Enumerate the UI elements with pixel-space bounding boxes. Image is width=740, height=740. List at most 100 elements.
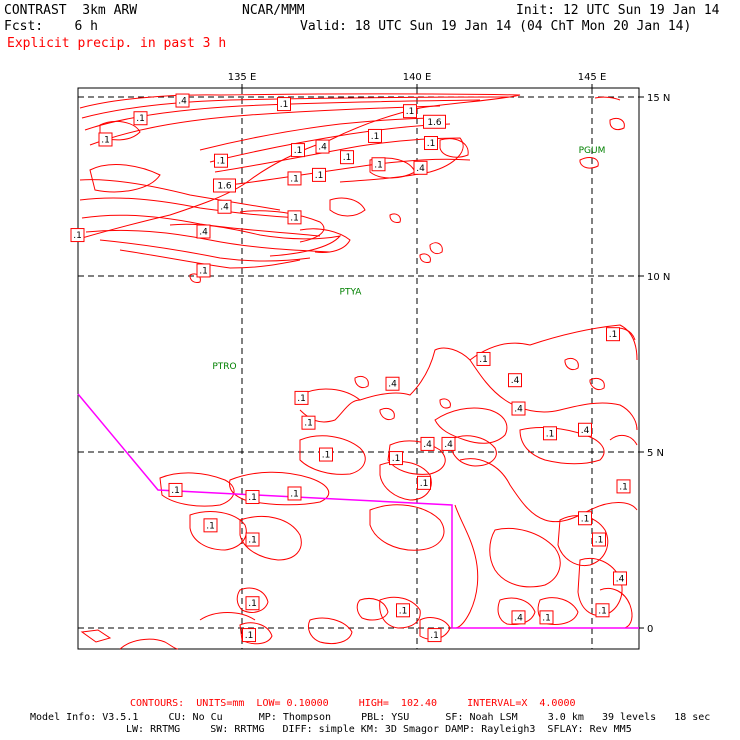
contour-label-box — [133, 111, 148, 126]
contour-label: .1 — [616, 479, 631, 494]
contours-info: CONTOURS: UNITS=mm LOW= 0.10000 HIGH= 10… — [130, 698, 576, 709]
contour-label-value: .1 — [315, 171, 324, 181]
contour-label: .1 — [242, 628, 256, 643]
contour-label-box — [312, 167, 326, 182]
contour-label: .4 — [315, 139, 330, 154]
contour-label-box — [385, 376, 400, 391]
contour-label-value: .1 — [245, 631, 254, 641]
contour-labels-layer: .4 .1 .1 .1 1.6 .1 .1 .1 .4 .1 .1 .1 .4 .1 .1 .1 1.6 .4 .1… — [70, 93, 631, 643]
contour-label-value: .1 — [427, 139, 436, 149]
station-label: PTRO — [212, 362, 236, 372]
org-label: NCAR/MMM — [242, 3, 305, 18]
contour-label: .1 — [606, 327, 620, 342]
station-label: PTYA — [340, 288, 363, 298]
contour-label-value: .1 — [199, 266, 208, 276]
contour-label-box — [396, 603, 410, 618]
contour-label-value: .1 — [297, 394, 306, 404]
contour-label-box — [217, 199, 232, 214]
contour-label-box — [543, 426, 557, 441]
contour-label: .1 — [543, 426, 557, 441]
model-title: CONTRAST 3km ARW — [4, 3, 138, 18]
contour-label-value: .1 — [280, 100, 289, 110]
contour-label-box — [371, 157, 386, 172]
contour-label-box — [196, 263, 211, 278]
contour-label-box — [340, 150, 354, 165]
contour-label-box — [301, 415, 316, 430]
contour-label-value: .4 — [616, 574, 625, 584]
contour-label-box — [214, 153, 228, 168]
contour-label-box — [511, 401, 526, 416]
contour-label-value: .1 — [598, 606, 607, 616]
contour-label: .4 — [508, 373, 522, 388]
contour-label: .1 — [368, 128, 382, 143]
contour-label: .1 — [389, 451, 403, 466]
contour-label-box — [417, 475, 431, 490]
contour-label-box — [420, 436, 435, 451]
contour-label-value: .1 — [206, 521, 215, 531]
station-ptro: PTRO — [212, 362, 236, 372]
contour-label-box — [476, 351, 491, 366]
contour-label: 1.6 — [423, 114, 446, 129]
lat-label-5n: 5 N — [647, 448, 664, 459]
contour-label: .1 — [203, 518, 218, 533]
contour-label-box — [424, 136, 438, 151]
contour-label: .4 — [511, 610, 526, 625]
lon-label-140e: 140 E — [403, 72, 432, 83]
contour-label-value: .4 — [416, 164, 425, 174]
contour-label: .1 — [476, 351, 491, 366]
contour-label: .1 — [595, 603, 610, 618]
contour-label: .1 — [245, 596, 260, 611]
model-info-line-1: Model Info: V3.5.1 CU: No Cu MP: Thompso… — [30, 712, 711, 723]
contour-label-value: .1 — [171, 486, 180, 496]
contour-label-value: .1 — [136, 114, 145, 124]
contour-label: .1 — [301, 415, 316, 430]
contour-label-box — [539, 610, 554, 625]
contour-label-value: .1 — [619, 482, 628, 492]
contour-label: .1 — [287, 210, 302, 225]
contour-label: .1 — [424, 136, 438, 151]
graticule — [78, 88, 639, 649]
contour-label: .1 — [578, 511, 592, 526]
contour-label-box — [242, 628, 256, 643]
contour-label-value: .1 — [581, 514, 590, 524]
contour-label-value: .1 — [420, 479, 429, 489]
contour-label-value: .1 — [406, 107, 415, 117]
contour-label: 1.6 — [213, 178, 236, 193]
map-frame — [77, 87, 640, 650]
contour-label-value: .4 — [220, 203, 229, 213]
contour-label-value: .1 — [290, 174, 299, 184]
contour-label: .1 — [539, 610, 554, 625]
domain-boundary — [77, 393, 639, 629]
contour-label-box — [98, 132, 113, 147]
contour-label-box — [578, 511, 592, 526]
contour-label-value: .1 — [248, 599, 257, 609]
contour-label-value: .1 — [374, 160, 383, 170]
contour-label-box — [245, 596, 260, 611]
valid-time: Valid: 18 UTC Sun 19 Jan 14 (04 ChT Mon … — [300, 19, 692, 34]
contour-label-value: .4 — [388, 380, 397, 390]
contour-label-value: .1 — [248, 493, 257, 503]
contour-label: .1 — [427, 628, 442, 643]
contour-label-value: .1 — [322, 451, 331, 461]
contour-label-value: .1 — [248, 536, 257, 546]
contour-label: .4 — [385, 376, 400, 391]
precip-contours — [79, 93, 638, 650]
contour-label-value: .1 — [430, 631, 439, 641]
contour-label-box — [606, 327, 620, 342]
contour-label-box — [287, 486, 302, 501]
model-info-line-2: LW: RRTMG SW: RRTMG DIFF: simple KM: 3D … — [126, 724, 632, 735]
contour-label-value: .1 — [392, 454, 401, 464]
contour-label: .1 — [196, 263, 211, 278]
contour-label-value: .1 — [101, 135, 110, 145]
contour-label: .1 — [168, 482, 183, 497]
contour-label-box — [511, 610, 526, 625]
contour-label: .4 — [578, 422, 592, 437]
contour-label-value: .4 — [511, 376, 520, 386]
contour-label: .4 — [217, 199, 232, 214]
lon-label-145e: 145 E — [578, 72, 607, 83]
contour-label-value: .1 — [479, 355, 488, 365]
contour-label-value: .1 — [542, 613, 551, 623]
contour-label: .1 — [396, 603, 410, 618]
contour-label-box — [616, 479, 631, 494]
